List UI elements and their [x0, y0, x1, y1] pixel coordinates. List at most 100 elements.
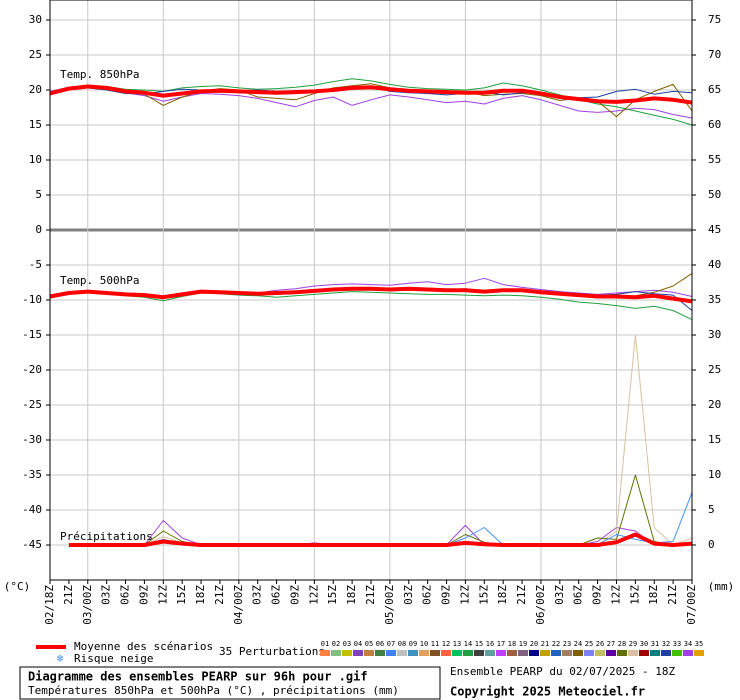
- perturbation-swatch: [694, 650, 704, 656]
- x-tick-label: 04/00Z: [232, 585, 245, 625]
- perturbation-swatch: [628, 650, 638, 656]
- y2-tick-label: 55: [708, 153, 721, 166]
- x-tick-label: 06Z: [421, 585, 434, 605]
- perturbation-swatch: [430, 650, 440, 656]
- perturbation-number: 22: [552, 640, 560, 648]
- perturbation-number: 07: [387, 640, 395, 648]
- member-line: [49, 85, 693, 119]
- y2-tick-label: 60: [708, 118, 721, 131]
- perturbation-number: 17: [497, 640, 505, 648]
- perturbation-number: 15: [475, 640, 483, 648]
- x-tick-label: 12Z: [307, 585, 320, 605]
- panel-label: Temp. 500hPa: [60, 274, 139, 287]
- perturbation-number: 27: [607, 640, 615, 648]
- perturbation-number: 16: [486, 640, 494, 648]
- x-tick-label: 03Z: [251, 585, 264, 605]
- perturbation-swatch: [463, 650, 473, 656]
- perturbation-swatch: [342, 650, 352, 656]
- y-tick-label: 30: [29, 13, 42, 26]
- x-tick-label: 18Z: [345, 585, 358, 605]
- perturbation-swatch: [474, 650, 484, 656]
- perturbation-number: 29: [629, 640, 637, 648]
- y2-tick-label: 70: [708, 48, 721, 61]
- perturbation-swatch: [595, 650, 605, 656]
- perturbation-number: 09: [409, 640, 417, 648]
- footer-run: Ensemble PEARP du 02/07/2025 - 18Z: [450, 665, 676, 678]
- y-tick-label: -45: [22, 538, 42, 551]
- y2-tick-label: 40: [708, 258, 721, 271]
- perturbation-number: 31: [651, 640, 659, 648]
- perturbation-number: 14: [464, 640, 472, 648]
- y-tick-label: 20: [29, 83, 42, 96]
- x-tick-label: 09Z: [591, 585, 604, 605]
- perturbation-swatch: [529, 650, 539, 656]
- perturbation-number: 05: [365, 640, 373, 648]
- perturbation-swatch: [606, 650, 616, 656]
- plot: 302520151050-5-10-15-20-25-30-35-40-4575…: [22, 0, 721, 625]
- y-unit: (°C): [4, 580, 31, 593]
- perturbation-number: 33: [673, 640, 681, 648]
- x-tick-label: 06Z: [270, 585, 283, 605]
- footer-subtitle: Températures 850hPa et 500hPa (°C) , pré…: [28, 684, 399, 697]
- x-tick-label: 15Z: [175, 585, 188, 605]
- x-tick-label: 15Z: [326, 585, 339, 605]
- perturbation-number: 26: [596, 640, 604, 648]
- perturbation-number: 02: [332, 640, 340, 648]
- perturbation-swatch: [562, 650, 572, 656]
- y2-tick-label: 65: [708, 83, 721, 96]
- y2-tick-label: 75: [708, 13, 721, 26]
- perturbation-swatch: [639, 650, 649, 656]
- y2-tick-label: 45: [708, 223, 721, 236]
- x-tick-label: 03/00Z: [81, 585, 94, 625]
- y2-tick-label: 50: [708, 188, 721, 201]
- y-tick-label: -10: [22, 293, 42, 306]
- y-tick-label: -40: [22, 503, 42, 516]
- perturbation-number: 13: [453, 640, 461, 648]
- perturbation-number: 21: [541, 640, 549, 648]
- y-tick-label: 5: [35, 188, 42, 201]
- perturbation-swatch: [441, 650, 451, 656]
- perturbation-number: 23: [563, 640, 571, 648]
- y-tick-label: 25: [29, 48, 42, 61]
- perturbation-number: 11: [431, 640, 439, 648]
- perturbation-swatch: [507, 650, 517, 656]
- y-tick-label: -30: [22, 433, 42, 446]
- perturbation-swatch: [584, 650, 594, 656]
- perturbation-swatch: [386, 650, 396, 656]
- x-tick-label: 03Z: [100, 585, 113, 605]
- x-tick-label: 21Z: [666, 585, 679, 605]
- x-tick-label: 18Z: [194, 585, 207, 605]
- mean-line: [49, 286, 693, 304]
- y-tick-label: 15: [29, 118, 42, 131]
- x-tick-label: 09Z: [137, 585, 150, 605]
- perturbation-swatch: [518, 650, 528, 656]
- perturbation-swatch: [375, 650, 385, 656]
- x-tick-label: 18Z: [496, 585, 509, 605]
- perturbation-swatch: [320, 650, 330, 656]
- x-tick-label: 12Z: [458, 585, 471, 605]
- x-tick-label: 03Z: [553, 585, 566, 605]
- x-tick-label: 12Z: [156, 585, 169, 605]
- perturbation-swatch: [353, 650, 363, 656]
- x-tick-label: 06/00Z: [534, 585, 547, 625]
- perturbation-swatch: [650, 650, 660, 656]
- perturbation-swatch: [551, 650, 561, 656]
- y2-tick-label: 15: [708, 433, 721, 446]
- perturbation-number: 32: [662, 640, 670, 648]
- y2-tick-label: 20: [708, 398, 721, 411]
- perturbation-number: 18: [508, 640, 516, 648]
- perturbation-swatch: [661, 650, 671, 656]
- perturbation-swatch: [573, 650, 583, 656]
- footer-copyright: Copyright 2025 Meteociel.fr: [450, 685, 645, 699]
- x-tick-label: 09Z: [288, 585, 301, 605]
- y2-unit: (mm): [708, 580, 735, 593]
- footer-title: Diagramme des ensembles PEARP sur 96h po…: [28, 670, 368, 684]
- perturbation-number: 03: [343, 640, 351, 648]
- x-tick-label: 03Z: [402, 585, 415, 605]
- perturbation-swatch: [672, 650, 682, 656]
- perturbation-number: 30: [640, 640, 648, 648]
- perturbation-number: 04: [354, 640, 362, 648]
- mean-line: [68, 532, 693, 547]
- perturbation-number: 24: [574, 640, 582, 648]
- x-tick-label: 21Z: [515, 585, 528, 605]
